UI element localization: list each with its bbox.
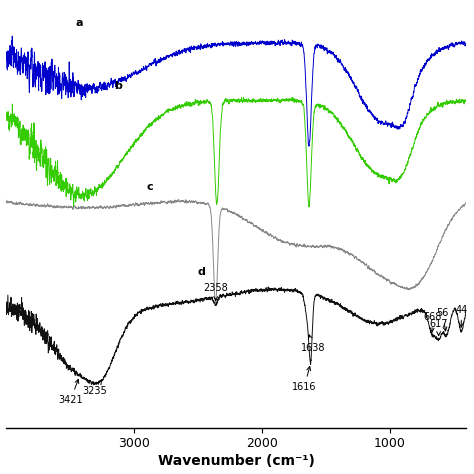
Text: a: a <box>76 18 83 28</box>
Text: 3421: 3421 <box>58 379 83 405</box>
Text: b: b <box>114 81 122 91</box>
Text: 1616: 1616 <box>292 366 317 392</box>
Text: 56: 56 <box>436 309 449 331</box>
Text: c: c <box>146 182 153 192</box>
Text: 1638: 1638 <box>301 335 325 353</box>
Text: 44: 44 <box>455 305 467 327</box>
Text: 668: 668 <box>423 312 441 332</box>
Text: 617: 617 <box>429 319 448 336</box>
X-axis label: Wavenumber (cm⁻¹): Wavenumber (cm⁻¹) <box>157 455 314 468</box>
Text: 3235: 3235 <box>82 381 107 396</box>
Text: 2358: 2358 <box>203 283 228 301</box>
Text: d: d <box>198 267 205 277</box>
